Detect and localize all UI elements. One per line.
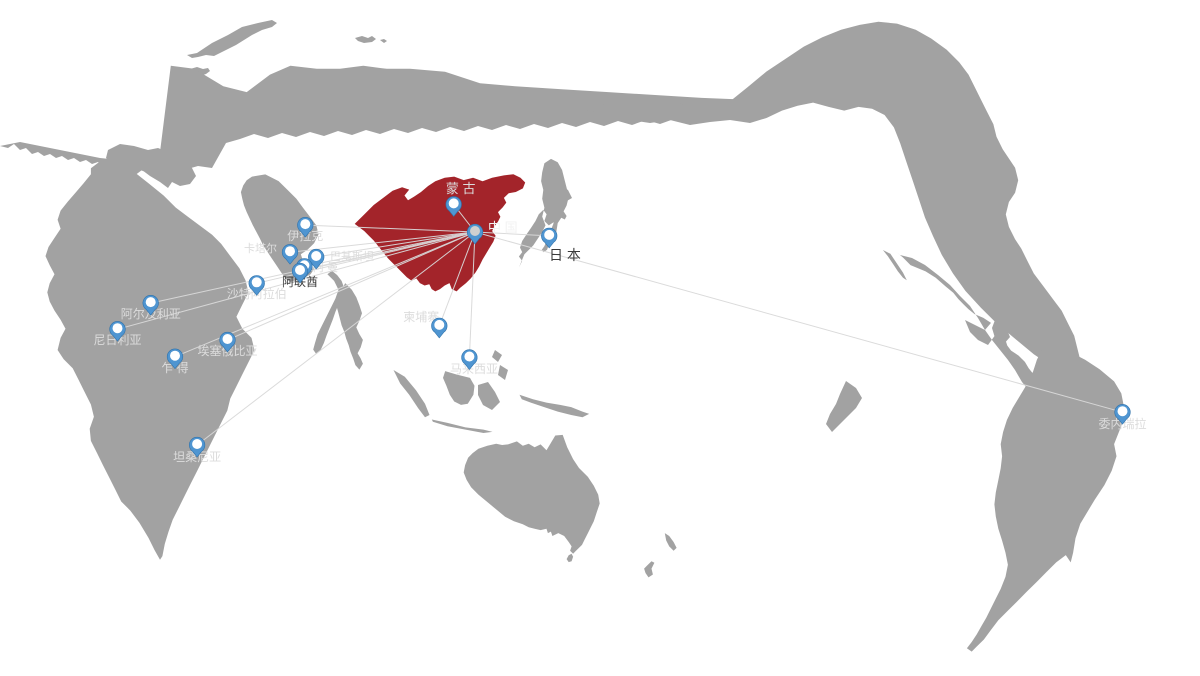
svg-text:卡塔尔: 卡塔尔 [244, 242, 277, 255]
svg-text:蒙 古: 蒙 古 [446, 181, 476, 196]
svg-text:中 国: 中 国 [488, 220, 518, 235]
svg-text:日 本: 日 本 [549, 247, 581, 263]
svg-text:巴基斯坦: 巴基斯坦 [330, 249, 374, 263]
